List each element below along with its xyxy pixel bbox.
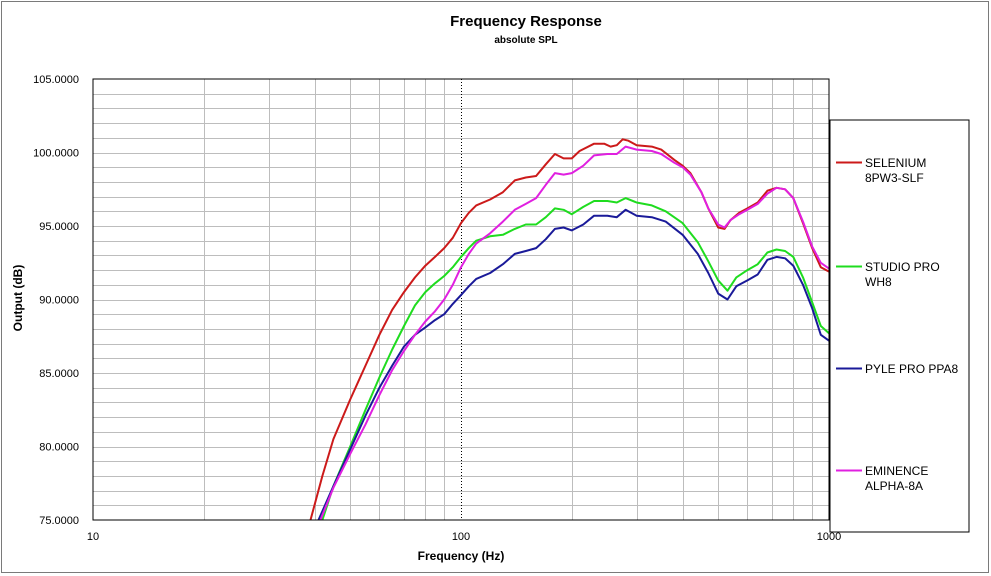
series-line-1 bbox=[321, 197, 830, 521]
legend-box bbox=[829, 119, 970, 533]
x-axis-label: Frequency (Hz) bbox=[418, 549, 505, 563]
series-line-0 bbox=[309, 138, 830, 521]
series-line-2 bbox=[317, 208, 830, 521]
chart-subtitle: absolute SPL bbox=[494, 35, 557, 46]
legend-label-1: WH8 bbox=[865, 275, 892, 289]
x-tick-label: 1000 bbox=[817, 531, 841, 543]
plot-frame bbox=[92, 78, 830, 521]
y-tick-label: 85.0000 bbox=[39, 368, 79, 380]
grid-lines bbox=[93, 79, 829, 520]
series-line-3 bbox=[319, 145, 830, 521]
y-tick-label: 90.0000 bbox=[39, 295, 79, 307]
legend-label-2: PYLE PRO PPA8 bbox=[865, 362, 958, 376]
plot-area: 105.0000 100.0000 95.0000 90.0000 85.0000 80.… bbox=[33, 74, 841, 543]
chart-title: Frequency Response bbox=[450, 13, 602, 30]
series-lines bbox=[309, 138, 830, 521]
x-axis-ticks: 10 100 1000 bbox=[87, 531, 841, 543]
x-tick-label: 10 bbox=[87, 531, 99, 543]
y-axis-ticks: 105.0000 100.0000 95.0000 90.0000 85.0000 80.… bbox=[33, 74, 79, 527]
y-tick-label: 100.0000 bbox=[33, 148, 79, 160]
y-tick-label: 80.0000 bbox=[39, 442, 79, 454]
y-axis-label: Output (dB) bbox=[11, 265, 25, 332]
legend-label-3: EMINENCE bbox=[865, 464, 928, 478]
plot-background bbox=[93, 79, 829, 520]
y-tick-label: 105.0000 bbox=[33, 74, 79, 86]
x-tick-label: 100 bbox=[452, 531, 470, 543]
y-tick-label: 95.0000 bbox=[39, 221, 79, 233]
legend-label-3: ALPHA-8A bbox=[865, 479, 923, 493]
legend-label-0: SELENIUM bbox=[865, 156, 926, 170]
legend-label-1: STUDIO PRO bbox=[865, 260, 940, 274]
y-tick-label: 75.0000 bbox=[39, 515, 79, 527]
legend-label-0: 8PW3-SLF bbox=[865, 171, 924, 185]
